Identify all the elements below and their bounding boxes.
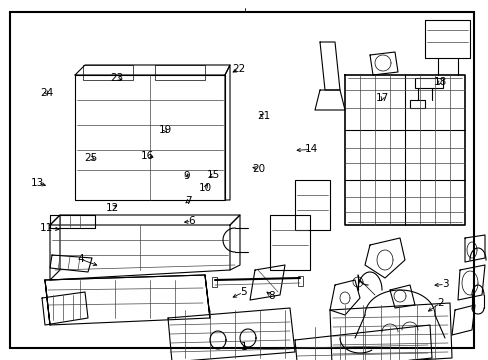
Text: 19: 19 — [158, 125, 172, 135]
Text: 20: 20 — [252, 164, 265, 174]
Text: 9: 9 — [183, 171, 190, 181]
Text: 6: 6 — [188, 216, 195, 226]
Text: 18: 18 — [432, 77, 446, 87]
Text: 17: 17 — [375, 93, 388, 103]
Text: 24: 24 — [40, 88, 53, 98]
Text: 12: 12 — [105, 203, 119, 213]
Bar — [409, 100, 424, 108]
Text: 22: 22 — [231, 64, 245, 74]
Text: 25: 25 — [83, 153, 97, 163]
Text: 4: 4 — [77, 254, 84, 264]
Text: 15: 15 — [206, 170, 220, 180]
Bar — [269, 215, 309, 270]
Text: 13: 13 — [31, 178, 44, 188]
Text: 5: 5 — [239, 287, 246, 297]
Text: 1: 1 — [241, 342, 247, 352]
Bar — [155, 65, 204, 80]
Text: 7: 7 — [184, 196, 191, 206]
Bar — [414, 78, 442, 88]
Text: 10: 10 — [199, 183, 211, 193]
Bar — [294, 180, 329, 230]
Bar — [212, 277, 217, 287]
Text: 8: 8 — [268, 291, 275, 301]
Text: 16: 16 — [141, 150, 154, 161]
Bar — [297, 276, 303, 286]
Bar — [83, 65, 133, 80]
Text: 23: 23 — [110, 73, 124, 84]
Text: 2: 2 — [436, 298, 443, 308]
Text: 21: 21 — [257, 111, 270, 121]
Text: 14: 14 — [304, 144, 318, 154]
Text: 3: 3 — [441, 279, 447, 289]
Text: 11: 11 — [40, 223, 53, 233]
